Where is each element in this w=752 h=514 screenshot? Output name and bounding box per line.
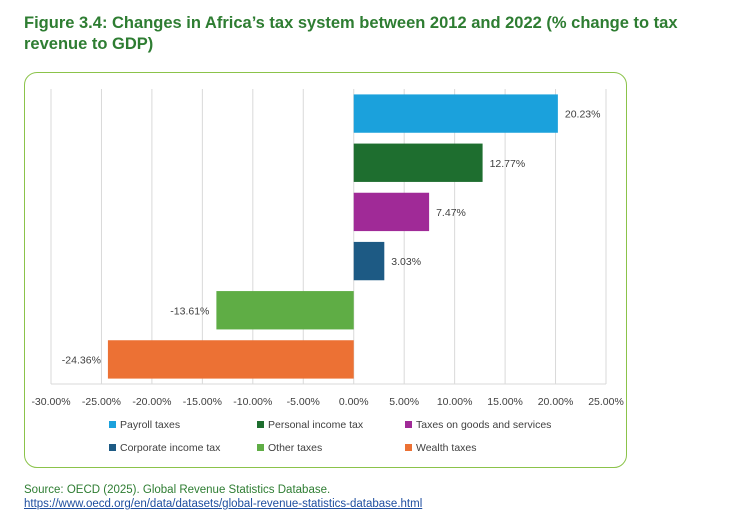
legend-label: Wealth taxes (416, 442, 477, 454)
legend-swatch (405, 444, 412, 451)
x-tick-label: 10.00% (437, 396, 473, 408)
x-tick-label: 5.00% (389, 396, 419, 408)
bar-payroll-taxes (353, 94, 558, 133)
x-tick-label: -10.00% (233, 396, 272, 408)
legend-label: Personal income tax (268, 419, 364, 431)
legend-swatch (109, 444, 116, 451)
x-tick-label: -15.00% (183, 396, 222, 408)
chart-frame: -30.00% -25.00% -20.00% -15.00% -10.00% -5.00… (24, 72, 627, 468)
legend-label: Corporate income tax (120, 442, 221, 454)
x-tick-label: 20.00% (538, 396, 574, 408)
bar-personal-income-tax (353, 143, 483, 182)
legend-swatch (257, 444, 264, 451)
legend-label: Payroll taxes (120, 419, 180, 431)
x-tick-label: -5.00% (287, 396, 320, 408)
data-label: 20.23% (565, 109, 601, 121)
legend-swatch (405, 421, 412, 428)
bar-wealth-taxes (107, 340, 354, 379)
x-tick-label: 0.00% (339, 396, 369, 408)
bar-other-taxes (216, 291, 354, 330)
x-tick-label: 25.00% (588, 396, 624, 408)
bar-corporate-income-tax (353, 241, 385, 281)
bar-taxes-on-goods-and-services (353, 192, 430, 232)
source-text: Source: OECD (2025). Global Revenue Stat… (24, 484, 331, 496)
data-label: 3.03% (391, 256, 421, 268)
x-tick-label: -30.00% (31, 396, 70, 408)
x-tick-label: -20.00% (132, 396, 171, 408)
legend-label: Taxes on goods and services (416, 419, 551, 431)
legend-label: Other taxes (268, 442, 322, 454)
data-label: 12.77% (490, 158, 526, 170)
x-tick-label: 15.00% (487, 396, 523, 408)
chart: -30.00% -25.00% -20.00% -15.00% -10.00% -5.00… (31, 89, 624, 454)
legend-swatch (109, 421, 116, 428)
figure-title: Figure 3.4: Changes in Africa’s tax syst… (24, 14, 678, 53)
source-link[interactable]: https://www.oecd.org/en/data/datasets/gl… (24, 498, 423, 510)
data-label: -24.36% (62, 354, 101, 366)
x-tick-label: -25.00% (82, 396, 121, 408)
data-label: -13.61% (170, 305, 209, 317)
data-label: 7.47% (436, 207, 466, 219)
source-note: Source: OECD (2025). Global Revenue Stat… (24, 483, 724, 511)
legend-swatch (257, 421, 264, 428)
